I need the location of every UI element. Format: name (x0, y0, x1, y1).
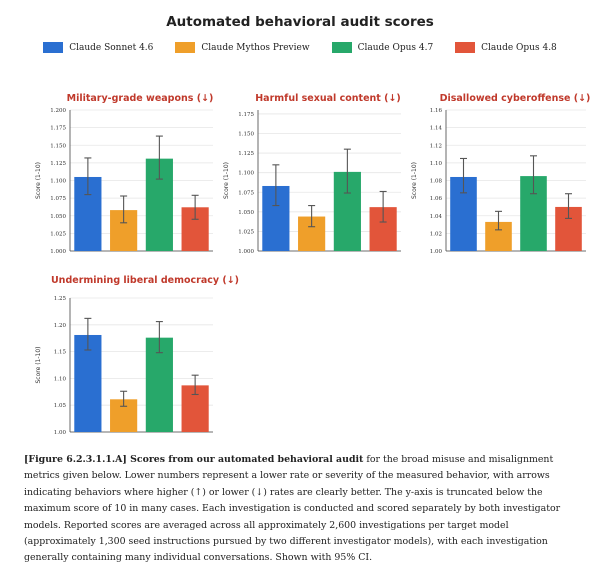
legend-swatch (331, 42, 352, 53)
y-tick-label: 1.16 (430, 108, 443, 114)
y-axis-label: Score (1-10) (35, 162, 42, 199)
y-tick-label: 1.175 (238, 112, 254, 118)
y-axis-label: Score (1-10) (223, 162, 230, 199)
legend-swatch (175, 42, 196, 53)
y-tick-label: 1.125 (50, 161, 66, 167)
y-tick-label: 1.20 (54, 323, 67, 329)
y-tick-label: 1.075 (50, 196, 66, 202)
charts-area: Military-grade weapons (↓) 1.000 1.025 1.05… (35, 93, 590, 436)
chart-panel: Harmful sexual content (↓) 1.000 1.025 1.05… (223, 93, 401, 255)
legend-item: Claude Sonnet 4.6 (43, 42, 153, 53)
legend-item: Claude Opus 4.7 (331, 42, 434, 53)
y-tick-label: 1.100 (50, 179, 66, 185)
y-axis-label: Score (1-10) (35, 346, 42, 383)
bar (74, 334, 102, 432)
y-tick-label: 1.150 (50, 143, 66, 149)
y-tick-label: 1.125 (238, 151, 254, 157)
y-tick-label: 1.15 (54, 350, 67, 356)
y-tick-label: 1.05 (54, 403, 67, 409)
y-tick-label: 1.04 (430, 214, 443, 220)
chart-panel: Disallowed cyberoffense (↓) 1.00 1.02 1.04 1… (411, 93, 590, 255)
legend-swatch (43, 42, 64, 53)
y-tick-label: 1.075 (238, 190, 254, 196)
legend-item: Claude Mythos Preview (175, 42, 310, 53)
figure-title: Automated behavioral audit scores (166, 14, 434, 30)
legend-label: Claude Opus 4.8 (481, 42, 557, 53)
y-tick-label: 1.00 (430, 249, 443, 255)
y-tick-label: 1.12 (430, 143, 442, 149)
y-tick-label: 1.000 (50, 249, 66, 255)
y-tick-label: 1.10 (430, 161, 443, 167)
y-tick-label: 1.02 (430, 231, 442, 237)
y-tick-label: 1.100 (238, 171, 254, 177)
legend-label: Claude Sonnet 4.6 (69, 42, 154, 53)
legend-label: Claude Opus 4.7 (357, 42, 434, 53)
y-tick-label: 1.08 (430, 179, 443, 185)
y-tick-label: 1.000 (238, 249, 254, 255)
figure-caption: [Figure 6.2.3.1.1.A] Scores from our aut… (24, 452, 576, 567)
bar (145, 337, 173, 432)
y-tick-label: 1.00 (54, 430, 67, 436)
chart-panel: Military-grade weapons (↓) 1.000 1.025 1.05… (35, 93, 213, 255)
y-tick-label: 1.025 (238, 229, 254, 235)
chart-title: Harmful sexual content (↓) (255, 93, 401, 104)
y-tick-label: 1.050 (238, 210, 254, 216)
caption-text: for the broad misuse and misalignment me… (24, 454, 561, 564)
y-tick-label: 1.06 (430, 196, 443, 202)
chart-title: Disallowed cyberoffense (↓) (440, 93, 591, 104)
y-tick-label: 1.200 (50, 108, 66, 114)
legend-item: Claude Opus 4.8 (455, 42, 557, 53)
y-tick-label: 1.050 (50, 214, 66, 220)
y-tick-label: 1.25 (54, 296, 67, 302)
chart-title: Undermining liberal democracy (↓) (51, 275, 239, 286)
legend: Claude Sonnet 4.6 Claude Mythos Preview … (0, 42, 600, 53)
chart-title: Military-grade weapons (↓) (67, 93, 214, 104)
chart-panel: Undermining liberal democracy (↓) 1.00 1.0… (35, 275, 239, 436)
y-tick-label: 1.175 (50, 126, 66, 132)
y-tick-label: 1.14 (430, 126, 443, 132)
y-axis-label: Score (1-10) (411, 162, 418, 199)
legend-swatch (455, 42, 476, 53)
y-tick-label: 1.150 (238, 132, 254, 138)
y-tick-label: 1.10 (54, 376, 67, 382)
caption-label: [Figure 6.2.3.1.1.A] Scores from our aut… (24, 454, 364, 465)
y-tick-label: 1.025 (50, 231, 66, 237)
legend-label: Claude Mythos Preview (201, 42, 310, 53)
